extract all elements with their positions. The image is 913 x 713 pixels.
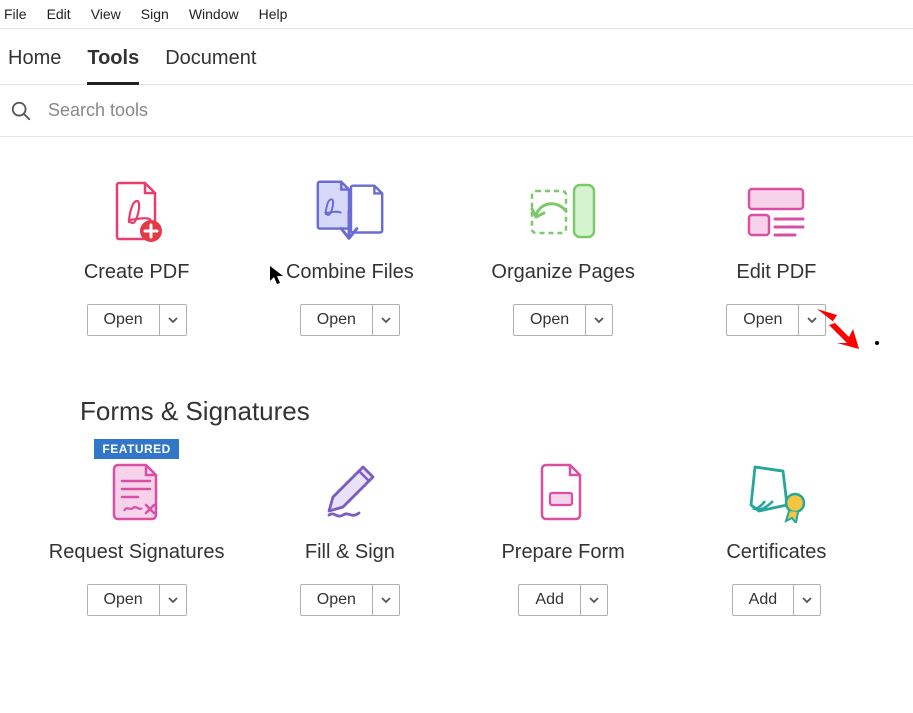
request-signatures-icon xyxy=(97,457,177,527)
tab-tools[interactable]: Tools xyxy=(87,41,139,84)
search-input[interactable] xyxy=(46,99,903,122)
tab-home[interactable]: Home xyxy=(8,41,61,84)
tool-create-pdf[interactable]: Create PDF Open xyxy=(37,177,237,336)
menubar: File Edit View Sign Window Help xyxy=(0,0,913,29)
search-icon xyxy=(10,100,32,122)
open-button[interactable]: Open xyxy=(513,304,613,336)
tool-edit-pdf[interactable]: Edit PDF Open xyxy=(676,177,876,336)
tool-row-create-edit: Create PDF Open xyxy=(0,177,913,336)
section-forms-signatures-title: Forms & Signatures xyxy=(0,336,913,427)
open-button-label[interactable]: Open xyxy=(514,305,586,335)
open-button-dropdown[interactable] xyxy=(799,305,825,335)
menu-help[interactable]: Help xyxy=(249,2,298,26)
add-button-label[interactable]: Add xyxy=(519,585,580,615)
open-button-label[interactable]: Open xyxy=(88,585,160,615)
open-button-dropdown[interactable] xyxy=(160,585,186,615)
prepare-form-icon xyxy=(523,457,603,527)
tool-label: Fill & Sign xyxy=(305,541,395,564)
tool-label: Create PDF xyxy=(84,261,190,284)
open-button-dropdown[interactable] xyxy=(373,305,399,335)
open-button-label[interactable]: Open xyxy=(88,305,160,335)
fill-sign-icon xyxy=(310,457,390,527)
tool-label: Combine Files xyxy=(286,261,414,284)
open-button-dropdown[interactable] xyxy=(373,585,399,615)
tool-prepare-form[interactable]: Prepare Form Add xyxy=(463,457,663,616)
add-button-dropdown[interactable] xyxy=(794,585,820,615)
open-button-label[interactable]: Open xyxy=(301,305,373,335)
tool-combine-files[interactable]: Combine Files Open xyxy=(250,177,450,336)
add-button[interactable]: Add xyxy=(518,584,607,616)
tool-request-signatures[interactable]: FEATURED Request Signatures Open xyxy=(37,457,237,616)
add-button-label[interactable]: Add xyxy=(733,585,794,615)
tool-row-forms: FEATURED Request Signatures Open xyxy=(0,427,913,616)
open-button[interactable]: Open xyxy=(300,304,400,336)
tool-organize-pages[interactable]: Organize Pages Open xyxy=(463,177,663,336)
menu-view[interactable]: View xyxy=(81,2,131,26)
open-button-label[interactable]: Open xyxy=(301,585,373,615)
menu-file[interactable]: File xyxy=(0,2,37,26)
menu-sign[interactable]: Sign xyxy=(131,2,179,26)
tool-certificates[interactable]: Certificates Add xyxy=(676,457,876,616)
tool-label: Edit PDF xyxy=(736,261,816,284)
tool-label: Prepare Form xyxy=(501,541,624,564)
edit-pdf-icon xyxy=(736,177,816,247)
tool-label: Request Signatures xyxy=(49,541,225,564)
tab-row: Home Tools Document xyxy=(0,29,913,85)
organize-pages-icon xyxy=(523,177,603,247)
featured-badge: FEATURED xyxy=(94,439,178,459)
tool-label: Organize Pages xyxy=(491,261,634,284)
open-button-dropdown[interactable] xyxy=(160,305,186,335)
open-button[interactable]: Open xyxy=(87,304,187,336)
open-button-dropdown[interactable] xyxy=(586,305,612,335)
tools-canvas: Create PDF Open xyxy=(0,137,913,616)
open-button[interactable]: Open xyxy=(300,584,400,616)
create-pdf-icon xyxy=(97,177,177,247)
add-button[interactable]: Add xyxy=(732,584,821,616)
menu-edit[interactable]: Edit xyxy=(37,2,81,26)
open-button[interactable]: Open xyxy=(87,584,187,616)
tab-document[interactable]: Document xyxy=(165,41,256,84)
certificates-icon xyxy=(736,457,816,527)
open-button-label[interactable]: Open xyxy=(727,305,799,335)
tool-label: Certificates xyxy=(726,541,826,564)
open-button[interactable]: Open xyxy=(726,304,826,336)
menu-window[interactable]: Window xyxy=(179,2,249,26)
search-row xyxy=(0,85,913,137)
add-button-dropdown[interactable] xyxy=(581,585,607,615)
tool-fill-sign[interactable]: Fill & Sign Open xyxy=(250,457,450,616)
combine-files-icon xyxy=(310,177,390,247)
